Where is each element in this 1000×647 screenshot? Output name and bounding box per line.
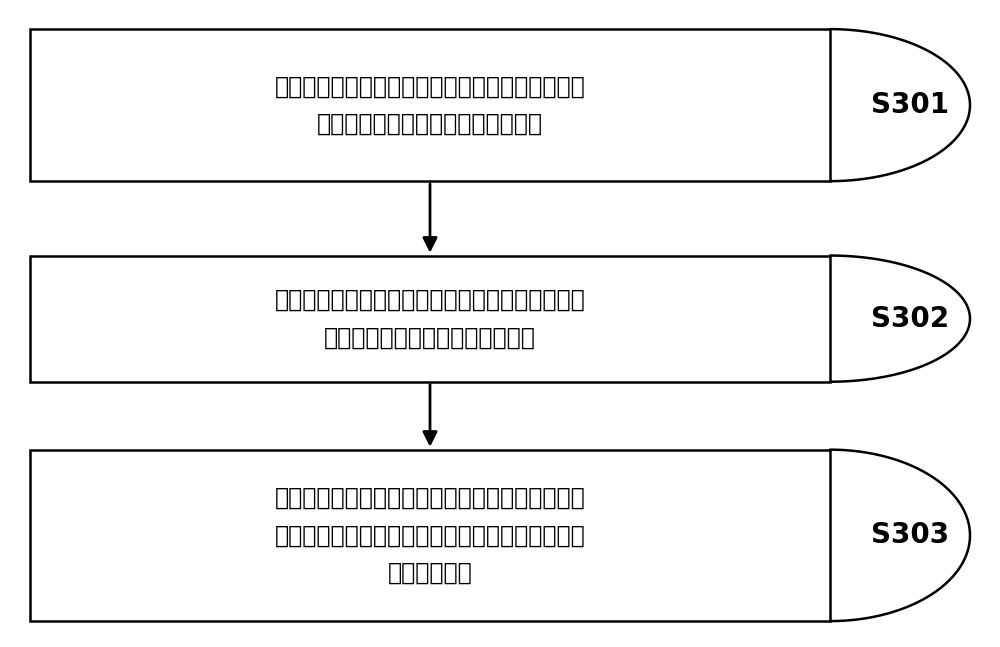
Bar [30, 256, 830, 382]
Bar [30, 29, 830, 181]
Text: 基于预设的脉冲序列在固体核磁共振波谱仪对待测
样品进行测定，获得待测样品的谱图: 基于预设的脉冲序列在固体核磁共振波谱仪对待测 样品进行测定，获得待测样品的谱图 [275, 74, 585, 136]
Text: 依次对待测样品的谱图进行傅里叶变换，相位校正
以及基线校正，得到处理后的谱图: 依次对待测样品的谱图进行傅里叶变换，相位校正 以及基线校正，得到处理后的谱图 [275, 288, 585, 349]
Text: S302: S302 [871, 305, 949, 333]
Text: S301: S301 [871, 91, 949, 119]
Text: S303: S303 [871, 521, 949, 549]
Bar [30, 450, 830, 621]
Text: 对处理后的谱图中，分别对应于待测样品的不同基
团的谱峰进行积分，从而确定待测样品中各个基团
的所占的比例: 对处理后的谱图中，分别对应于待测样品的不同基 团的谱峰进行积分，从而确定待测样品… [275, 486, 585, 585]
